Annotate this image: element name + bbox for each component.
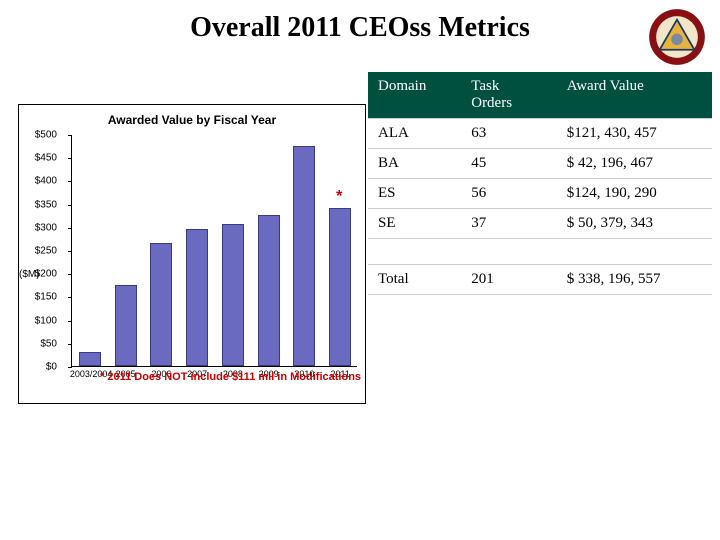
y-tick bbox=[68, 297, 72, 298]
chart-plot-area: $0$50$100$150$200$250$300$350$400$450$50… bbox=[71, 135, 357, 367]
chart-title: Awarded Value by Fiscal Year bbox=[19, 105, 365, 133]
table-header-row: Domain TaskOrders Award Value bbox=[368, 72, 712, 119]
y-tick-label: $50 bbox=[40, 338, 57, 349]
chart-bar bbox=[150, 243, 172, 366]
y-tick bbox=[68, 228, 72, 229]
y-tick-label: $200 bbox=[35, 269, 57, 280]
y-tick bbox=[68, 367, 72, 368]
table-cell: $ 50, 379, 343 bbox=[557, 209, 712, 239]
chart-bar bbox=[115, 285, 137, 366]
table-cell: Total bbox=[368, 265, 461, 295]
chart-footnote: * 2011 Does NOT include $111 mil in Modi… bbox=[100, 371, 361, 383]
table-cell: $ 42, 196, 467 bbox=[557, 149, 712, 179]
page-title: Overall 2011 CEOss Metrics bbox=[0, 0, 720, 44]
table-cell: ES bbox=[368, 179, 461, 209]
y-tick bbox=[68, 205, 72, 206]
chart-bar bbox=[293, 146, 315, 366]
y-tick-label: $100 bbox=[35, 315, 57, 326]
table-cell: 63 bbox=[461, 119, 557, 149]
chart-bar bbox=[186, 229, 208, 366]
metrics-table: Domain TaskOrders Award Value ALA63$121,… bbox=[368, 72, 712, 295]
y-tick-label: $300 bbox=[35, 222, 57, 233]
table-cell: SE bbox=[368, 209, 461, 239]
table-cell: 37 bbox=[461, 209, 557, 239]
table-total-row: Total201$ 338, 196, 557 bbox=[368, 265, 712, 295]
chart-bar bbox=[222, 224, 244, 366]
table-cell: $121, 430, 457 bbox=[557, 119, 712, 149]
y-tick bbox=[68, 158, 72, 159]
table-cell: 56 bbox=[461, 179, 557, 209]
table-cell: $ 338, 196, 557 bbox=[557, 265, 712, 295]
y-tick-label: $400 bbox=[35, 176, 57, 187]
y-tick bbox=[68, 344, 72, 345]
table-blank-row bbox=[368, 239, 712, 265]
col-task-orders: TaskOrders bbox=[461, 72, 557, 119]
table-row: ES56$124, 190, 290 bbox=[368, 179, 712, 209]
col-award-value: Award Value bbox=[557, 72, 712, 119]
star-icon: * bbox=[336, 188, 342, 206]
col-domain: Domain bbox=[368, 72, 461, 119]
y-tick-label: $0 bbox=[46, 362, 57, 373]
table-cell: BA bbox=[368, 149, 461, 179]
y-tick bbox=[68, 181, 72, 182]
table-row: SE37$ 50, 379, 343 bbox=[368, 209, 712, 239]
chart-bar bbox=[79, 352, 101, 366]
org-logo bbox=[648, 8, 706, 66]
y-tick-label: $500 bbox=[35, 130, 57, 141]
table-row: ALA63$121, 430, 457 bbox=[368, 119, 712, 149]
y-tick bbox=[68, 251, 72, 252]
awarded-value-chart: Awarded Value by Fiscal Year ($M) $0$50$… bbox=[18, 104, 366, 404]
y-tick bbox=[68, 135, 72, 136]
y-tick-label: $250 bbox=[35, 246, 57, 257]
y-tick bbox=[68, 274, 72, 275]
chart-bar bbox=[329, 208, 351, 366]
y-tick bbox=[68, 321, 72, 322]
y-tick-label: $350 bbox=[35, 199, 57, 210]
y-tick-label: $150 bbox=[35, 292, 57, 303]
table-row: BA45$ 42, 196, 467 bbox=[368, 149, 712, 179]
table-cell: $124, 190, 290 bbox=[557, 179, 712, 209]
chart-bar bbox=[258, 215, 280, 366]
table-cell: 201 bbox=[461, 265, 557, 295]
logo-globe bbox=[671, 34, 683, 46]
table-cell: 45 bbox=[461, 149, 557, 179]
y-tick-label: $450 bbox=[35, 153, 57, 164]
table-cell: ALA bbox=[368, 119, 461, 149]
